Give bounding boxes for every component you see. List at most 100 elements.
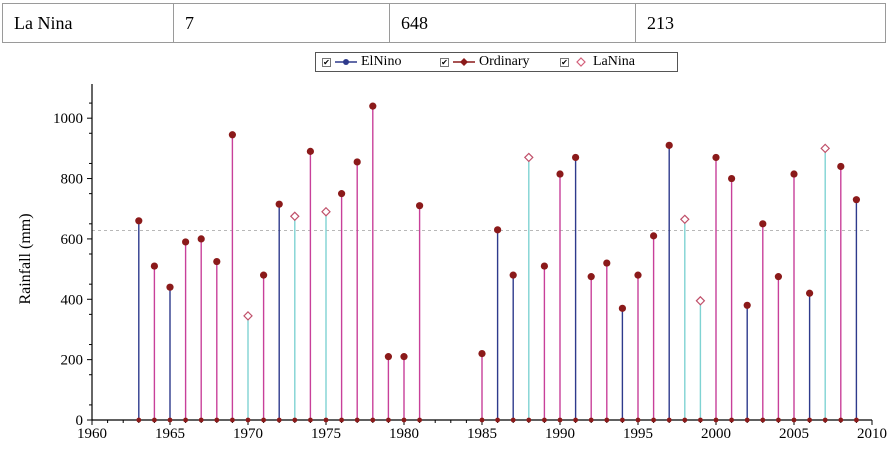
data-point-ordinary (400, 353, 408, 361)
data-point-ordinary (353, 158, 361, 166)
data-point-ordinary (416, 202, 424, 210)
data-point-ordinary (728, 174, 736, 183)
data-point-ordinary (759, 220, 767, 228)
data-point-elnino (275, 200, 283, 208)
checkbox-icon[interactable]: ✔ (322, 57, 331, 67)
baseline-marker (323, 417, 329, 423)
legend-label-ordinary: Ordinary (479, 54, 530, 69)
y-tick-label: 0 (76, 413, 84, 429)
baseline-marker (557, 417, 563, 423)
data-point-lanina (523, 152, 534, 163)
data-point-elnino (618, 304, 627, 312)
baseline-marker (386, 417, 391, 423)
baseline-marker (495, 417, 500, 423)
table-cell-std: 213 (635, 3, 886, 43)
chart-legend: ✔ ElNino ✔ Ordinary ✔ LaNina (315, 52, 678, 72)
data-point-ordinary (228, 131, 236, 139)
baseline-marker (401, 417, 407, 423)
baseline-marker (339, 417, 344, 423)
x-tick-label: 1985 (467, 426, 497, 442)
baseline-marker (573, 417, 578, 423)
checkbox-icon[interactable]: ✔ (560, 57, 569, 67)
baseline-marker (230, 417, 235, 423)
baseline-marker (729, 417, 734, 423)
y-tick-label: 400 (61, 292, 84, 308)
legend-line-elnino (335, 59, 357, 65)
baseline-marker (791, 417, 797, 423)
rainfall-stem-chart: 0 200 400 600 800 1000 1960 1965 1970 1975 1980 198… (17, 84, 887, 442)
data-point-ordinary (369, 102, 377, 110)
baseline-marker (542, 417, 547, 423)
stems-group (138, 106, 858, 420)
baseline-marker (698, 417, 703, 423)
data-point-ordinary (306, 147, 314, 155)
legend-label-elnino: ElNino (361, 54, 402, 69)
baseline-marker (744, 417, 750, 423)
baseline-marker (838, 417, 844, 423)
baseline-marker (214, 417, 220, 423)
baseline-marker (276, 417, 282, 423)
baseline-marker (713, 417, 719, 423)
data-point-ordinary (650, 232, 658, 240)
y-tick-label: 1000 (53, 111, 83, 127)
checkbox-icon[interactable]: ✔ (440, 57, 449, 67)
baseline-marker (245, 417, 251, 423)
baseline-marker (136, 417, 142, 423)
table-cell-count: 7 (173, 3, 390, 43)
y-axis-label: Rainfall (mm) (17, 213, 34, 304)
baseline-marker (261, 417, 266, 423)
baseline-marker (807, 417, 812, 423)
data-point-elnino (665, 141, 673, 149)
legend-label-lanina: LaNina (593, 54, 635, 69)
legend-line-ordinary (453, 58, 475, 66)
data-point-elnino (743, 301, 751, 309)
data-point-elnino (509, 271, 517, 279)
data-point-lanina (679, 214, 690, 225)
baseline-marker (152, 417, 157, 423)
baseline-marker (854, 417, 859, 423)
legend-marker-lanina (576, 57, 586, 67)
data-point-elnino (494, 226, 502, 234)
baseline-marker (620, 417, 625, 423)
baseline-marker (588, 417, 594, 423)
y-tick-label: 600 (61, 232, 84, 248)
baseline-marker (370, 417, 376, 423)
data-point-ordinary (587, 273, 595, 281)
data-point-ordinary (384, 353, 392, 361)
data-point-ordinary (790, 170, 798, 178)
data-point-lanina (695, 295, 706, 306)
baseline-marker (308, 417, 313, 423)
legend-item-ordinary[interactable]: ✔ Ordinary (440, 54, 530, 70)
baseline-marker (635, 417, 641, 423)
legend-item-lanina[interactable]: ✔ LaNina (560, 54, 635, 70)
data-point-lanina (321, 206, 331, 217)
data-point-ordinary (540, 262, 549, 270)
data-point-ordinary (634, 271, 642, 279)
data-point-lanina (289, 211, 300, 222)
data-point-ordinary (197, 235, 205, 243)
x-tick-label: 2005 (779, 426, 809, 442)
baseline-marker (167, 417, 173, 423)
baseline-marker (354, 417, 360, 423)
x-tick-label: 1980 (389, 426, 419, 442)
x-tick-label: 1960 (77, 426, 107, 442)
legend-item-elnino[interactable]: ✔ ElNino (322, 54, 401, 70)
baseline-marker (822, 417, 828, 423)
x-tick-label: 1970 (233, 426, 263, 442)
y-tick-label: 800 (61, 172, 84, 188)
baseline-marker (198, 417, 204, 423)
baseline-marker (183, 417, 189, 423)
data-point-ordinary (478, 350, 486, 358)
table-row: La Nina 7 648 213 (2, 3, 886, 43)
x-tick-label: 1995 (623, 426, 653, 442)
baseline-marker (776, 417, 781, 423)
data-point-elnino (572, 153, 580, 162)
table-cell-mean: 648 (389, 3, 636, 43)
data-point-ordinary (182, 238, 190, 246)
markers-group (135, 102, 861, 423)
baseline-marker (760, 417, 766, 423)
baseline-marker (651, 417, 656, 423)
data-point-lanina (243, 311, 253, 321)
x-tick-label: 1965 (155, 426, 185, 442)
y-tick-label: 200 (61, 353, 84, 369)
